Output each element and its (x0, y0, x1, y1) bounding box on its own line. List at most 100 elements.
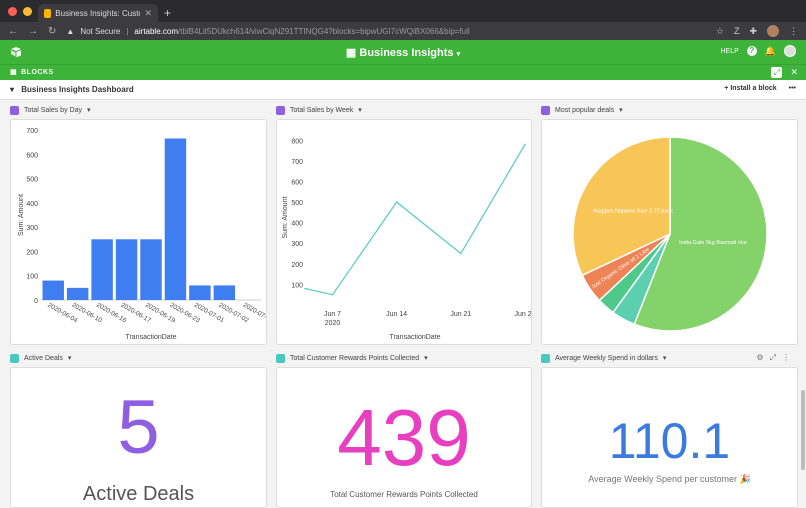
chart-block-icon (10, 105, 19, 115)
series-line (304, 144, 526, 296)
chevron-down-icon: ▾ (67, 355, 72, 362)
notification-bell-icon[interactable]: 🔔 (764, 45, 776, 56)
x-axis-label: TransactionDate (389, 334, 440, 341)
bar (115, 239, 138, 300)
browser-toolbar: ← → ↻ ▲ Not Secure | airtable.com/tblB4L… (0, 22, 806, 40)
weekly-spend-caption: Average Weekly Spend per customer 🎉 (588, 474, 751, 484)
bar (213, 285, 236, 300)
warning-icon: ▲ (66, 26, 75, 36)
expand-icon[interactable]: ⤢ (769, 353, 776, 362)
browser-menu-icon[interactable]: ⋮ (789, 25, 798, 36)
url-host: airtable.com (134, 26, 178, 36)
extension-z[interactable]: Z (733, 26, 740, 36)
close-window-icon[interactable] (8, 7, 17, 16)
bar (91, 239, 113, 300)
airtable-favicon-icon (44, 8, 52, 18)
block-header-sales-by-day[interactable]: Total Sales by Day ▾ (10, 102, 91, 118)
user-avatar[interactable] (784, 45, 796, 57)
weekly-spend-card: 110.1 Average Weekly Spend per customer … (541, 367, 798, 508)
summary-block-icon (541, 353, 550, 363)
more-options-icon[interactable]: ••• (788, 85, 796, 92)
bar (189, 285, 211, 300)
active-deals-card: 5 Active Deals (10, 367, 267, 508)
bar (42, 280, 64, 300)
bar (140, 239, 162, 300)
popular-deals-card: India Gate 5kg Basmati rice Just Organic … (541, 119, 798, 345)
y-tick-label: 300 (26, 225, 38, 232)
data-point (304, 287, 306, 290)
dashboard-bar: ▾ Business Insights Dashboard + Install … (0, 80, 806, 100)
x-tick-label: Jun 21 (450, 311, 471, 318)
profile-avatar[interactable] (767, 25, 779, 37)
active-deals-value: 5 (117, 385, 160, 470)
settings-gear-icon[interactable]: ⚙ (756, 353, 764, 362)
bookmark-star-icon[interactable]: ☆ (715, 25, 724, 36)
back-icon[interactable]: ← (8, 25, 18, 37)
base-icon: ▦ (345, 47, 357, 59)
pie-slice-label: Huggies Nappies Size 3 72 pack (593, 209, 673, 215)
chevron-down-icon: ▾ (358, 107, 362, 114)
chevron-down-icon: ▾ (86, 107, 91, 114)
forward-icon[interactable]: → (28, 25, 38, 37)
url-path: /tblB4Lit5DUkch614/viwCiqN291TTINQG4?blo… (178, 26, 470, 36)
y-tick-label: 400 (26, 201, 38, 208)
y-tick-label: 0 (34, 298, 38, 305)
x-axis-label: TransactionDate (125, 334, 176, 341)
drag-handle-icon[interactable]: ⋮ (782, 353, 790, 362)
extensions-puzzle-icon[interactable]: ✚ (749, 25, 757, 36)
sales-by-day-card: 0 100 200 300 400 500 600 700 2020-06-04 2020-06-… (10, 119, 267, 345)
y-tick-label: 500 (26, 177, 38, 184)
minimize-window-icon[interactable] (23, 7, 32, 16)
tab-title: Business Insights: Customers (55, 8, 140, 18)
help-label[interactable]: HELP (720, 47, 739, 55)
fullscreen-toggle-icon[interactable]: ⤢ (771, 67, 783, 78)
dashboard-title[interactable]: Business Insights Dashboard (21, 85, 134, 94)
browser-tab[interactable]: Business Insights: Customers ✕ (38, 4, 158, 22)
rewards-caption: Total Customer Rewards Points Collected (330, 490, 478, 499)
blocks-grid-icon: ▦ (10, 69, 18, 76)
browser-tabstrip: Business Insights: Customers ✕ + (0, 0, 806, 22)
y-tick-label: 100 (291, 282, 303, 289)
block-header-popular-deals[interactable]: Most popular deals ▾ (541, 102, 623, 118)
chart-block-icon (276, 105, 285, 115)
close-tab-icon[interactable]: ✕ (144, 7, 152, 18)
y-axis-label: Sum: Amount (282, 196, 289, 238)
install-block-button[interactable]: + Install a block (724, 85, 777, 92)
summary-block-icon (10, 353, 19, 363)
y-tick-label: 600 (26, 152, 38, 159)
x-tick-sublabel: 2020 (325, 320, 341, 327)
x-tick-label: Jun 7 (324, 311, 341, 318)
airtable-logo-icon[interactable] (10, 46, 22, 58)
help-icon[interactable]: ? (746, 46, 757, 56)
block-header-weekly-spend[interactable]: Average Weekly Spend in dollars ▾ ⚙ ⤢ ⋮ (541, 350, 798, 366)
dashboard-content: Total Sales by Day ▾ Total Sales by Week… (0, 100, 806, 508)
x-tick-label: Jun 14 (386, 311, 407, 318)
data-point (331, 293, 334, 296)
blocks-label: BLOCKS (21, 68, 54, 76)
scrollbar[interactable] (801, 390, 805, 470)
bar (164, 138, 187, 300)
collapse-icon[interactable]: ▾ (10, 85, 15, 94)
app-header: ▦ Business Insights ▾ HELP ? 🔔 (0, 40, 806, 64)
reload-icon[interactable]: ↻ (48, 25, 57, 37)
sales-by-week-chart: 100 200 300 400 500 600 700 800 Jun 7 Jun 14 Jun 2… (282, 138, 531, 341)
y-tick-label: 200 (291, 262, 303, 269)
address-bar[interactable]: ▲ Not Secure | airtable.com/tblB4Lit5DUk… (66, 26, 470, 36)
block-header-rewards[interactable]: Total Customer Rewards Points Collected … (276, 350, 428, 366)
block-header-active-deals[interactable]: Active Deals ▾ (10, 350, 71, 366)
y-tick-label: 700 (291, 159, 303, 166)
pie-slice (572, 136, 671, 277)
close-blocks-icon[interactable]: ✕ (790, 67, 798, 77)
pie-slice (633, 136, 768, 332)
base-title[interactable]: ▦ Business Insights ▾ (345, 47, 461, 59)
y-axis-label: Sum: Amount (18, 194, 25, 236)
y-tick-label: 600 (291, 179, 303, 186)
y-tick-label: 300 (291, 241, 303, 248)
rewards-card: 439 Total Customer Rewards Points Collec… (276, 367, 532, 508)
y-tick-label: 400 (291, 221, 303, 228)
weekly-spend-value: 110.1 (608, 413, 731, 469)
sales-by-day-chart: 01002003004005006007002020-06-042020-06-… (18, 128, 266, 341)
data-point (460, 252, 462, 255)
new-tab-icon[interactable]: + (164, 6, 172, 20)
block-header-sales-by-week[interactable]: Total Sales by Week ▾ (276, 102, 362, 118)
